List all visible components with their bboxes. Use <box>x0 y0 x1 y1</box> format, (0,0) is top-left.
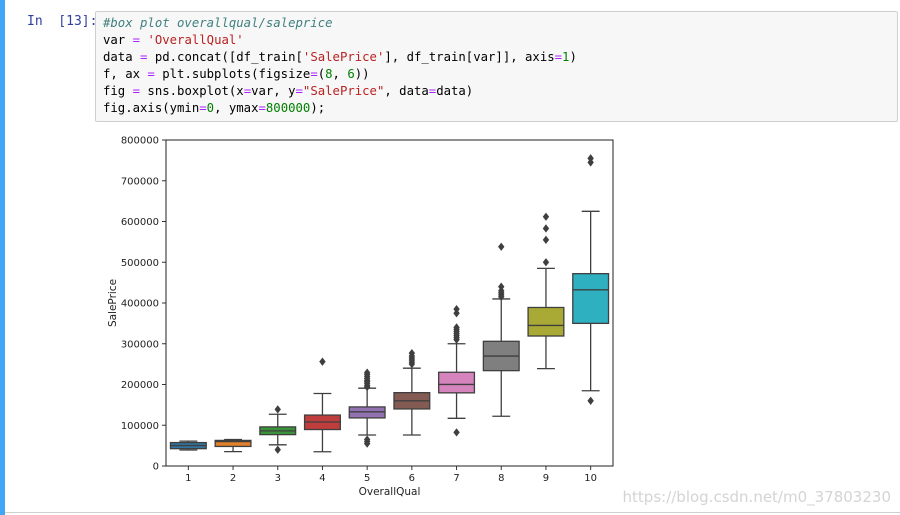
box-group-8 <box>482 242 520 417</box>
box-group-7 <box>438 304 476 437</box>
code-editor[interactable]: #box plot overallqual/saleprice var = 'O… <box>95 11 898 122</box>
x-axis-label: OverallQual <box>359 486 421 498</box>
x-tick-label: 8 <box>498 473 504 484</box>
box-group-5 <box>348 368 386 448</box>
outlier-point <box>498 242 505 251</box>
box-group-6 <box>393 348 431 436</box>
box-group-4 <box>303 357 341 453</box>
x-tick-label: 9 <box>543 473 549 484</box>
box <box>438 371 476 394</box>
box-group-9 <box>527 212 565 370</box>
code-line-3: data = pd.concat([df_train['SalePrice'],… <box>103 50 577 64</box>
outlier-point <box>274 405 281 414</box>
box-group-2 <box>214 438 252 453</box>
x-tick-label: 10 <box>584 473 597 484</box>
boxplot-chart: 0 100000 200000 300000 400000 500000 600000 700… <box>107 136 614 498</box>
y-tick-label: 800000 <box>121 136 159 147</box>
y-tick-label: 100000 <box>121 421 159 432</box>
code-line-5: fig = sns.boxplot(x=var, y="SalePrice", … <box>103 84 474 98</box>
outlier-point <box>453 304 460 314</box>
x-tick-label: 1 <box>185 473 191 484</box>
box <box>527 306 565 337</box>
y-tick-label: 400000 <box>121 299 159 310</box>
watermark: https://blog.csdn.net/m0_37803230 <box>622 488 891 506</box>
outlier-point <box>542 224 550 233</box>
code-text[interactable]: #box plot overallqual/saleprice var = 'O… <box>103 15 577 117</box>
outlier-point <box>363 435 371 444</box>
code-line-2: var = 'OverallQual' <box>103 33 244 47</box>
outlier-point <box>542 235 550 244</box>
y-tick-label: 200000 <box>121 380 159 391</box>
outlier-point <box>587 154 594 163</box>
code-line-1: #box plot overallqual/saleprice <box>103 16 333 30</box>
y-tick-label: 300000 <box>121 339 159 350</box>
x-tick-label: 5 <box>364 473 370 484</box>
y-tick-label: 700000 <box>121 176 159 187</box>
outlier-point <box>453 428 460 437</box>
x-tick-label: 7 <box>453 473 459 484</box>
y-axis-label: SalePrice <box>107 279 119 327</box>
box-group-10 <box>572 154 610 405</box>
outlier-point <box>274 445 281 454</box>
outlier-point <box>453 323 460 332</box>
code-line-4: f, ax = plt.subplots(figsize=(8, 6)) <box>103 67 370 81</box>
y-tick-label: 0 <box>153 462 159 473</box>
cell-selection-bar <box>0 0 5 515</box>
cell-divider <box>5 512 900 513</box>
outlier-point <box>498 282 505 291</box>
outlier-point <box>363 368 371 377</box>
x-tick-label: 3 <box>275 473 281 484</box>
y-tick-label: 500000 <box>121 258 159 269</box>
y-tick-label: 600000 <box>121 217 159 228</box>
outlier-point <box>542 258 550 267</box>
box <box>572 273 610 325</box>
box-group-3 <box>259 405 297 454</box>
outlier-point <box>587 396 594 405</box>
input-prompt: In [13]: <box>27 14 98 29</box>
x-tick-label: 6 <box>409 473 415 484</box>
box <box>214 439 252 448</box>
outlier-point <box>542 212 550 221</box>
outlier-point <box>319 357 326 366</box>
code-line-6: fig.axis(ymin=0, ymax=800000); <box>103 101 326 115</box>
cell-output: 0 100000 200000 300000 400000 500000 600000 700… <box>95 128 635 503</box>
x-tick-label: 4 <box>319 473 325 484</box>
x-tick-label: 2 <box>230 473 236 484</box>
box-group-1 <box>169 440 207 451</box>
plot-frame <box>165 139 614 467</box>
